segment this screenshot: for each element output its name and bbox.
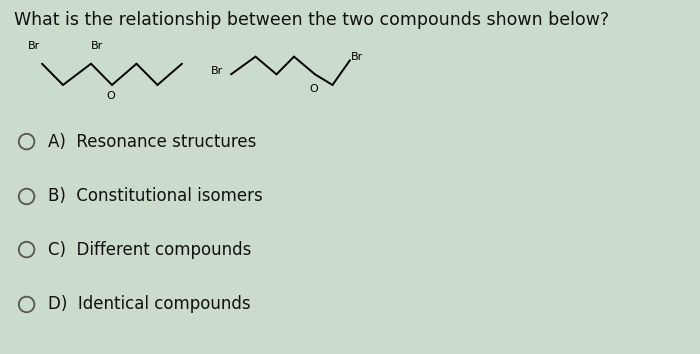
Text: O: O (309, 84, 318, 93)
Text: Br: Br (27, 41, 40, 51)
Text: C)  Different compounds: C) Different compounds (48, 241, 251, 258)
Text: O: O (106, 91, 115, 101)
Text: Br: Br (90, 41, 103, 51)
Text: Br: Br (211, 66, 223, 76)
Text: D)  Identical compounds: D) Identical compounds (48, 296, 250, 313)
Text: Br: Br (351, 52, 363, 62)
Text: B)  Constitutional isomers: B) Constitutional isomers (48, 188, 262, 205)
Text: What is the relationship between the two compounds shown below?: What is the relationship between the two… (14, 11, 609, 29)
Text: A)  Resonance structures: A) Resonance structures (48, 133, 256, 150)
